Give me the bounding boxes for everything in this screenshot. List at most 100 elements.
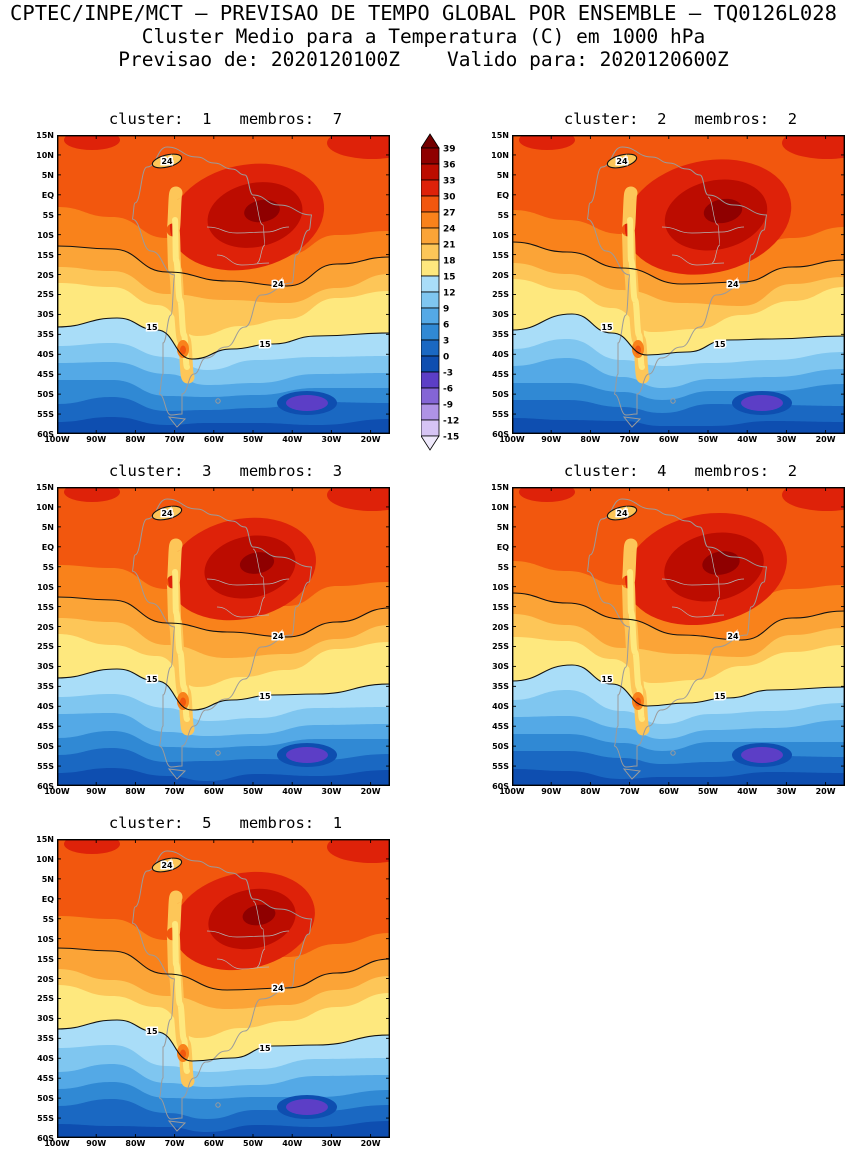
- contour-labels: 24 24 15 15: [145, 508, 286, 703]
- contour-label: 24: [727, 632, 739, 641]
- chart-validity-line: Previsao de: 2020120100Z Valido para: 20…: [118, 48, 729, 71]
- lon-tick-label: 60W: [203, 435, 224, 444]
- lon-tick-label: 100W: [44, 1139, 70, 1148]
- contour-15-line: [512, 664, 845, 707]
- lat-tick-label: EQ: [41, 894, 54, 904]
- lon-tick-label: 90W: [86, 1139, 107, 1148]
- lon-tick-label: 50W: [698, 787, 718, 796]
- panel-title: cluster: 5 membros: 1: [108, 814, 343, 832]
- lat-tick-label: 30S: [37, 310, 54, 320]
- coastline: [586, 498, 768, 780]
- lon-tick-label: 50W: [243, 1139, 263, 1148]
- contour-label: 15: [259, 1044, 271, 1053]
- lon-tick-label: 70W: [164, 787, 185, 796]
- colorbar-cell: [420, 275, 440, 293]
- lat-tick-label: 25S: [492, 642, 509, 652]
- panel-body: 15N 10N 5N EQ 5S 10S 15S 20S 25S 30S 35S 40S 45S 50S 5…: [485, 483, 847, 799]
- contour-24-closed: [151, 505, 183, 521]
- lat-tick-label: 5S: [42, 210, 54, 220]
- contour-label: 24: [161, 157, 173, 166]
- cluster-panel: cluster: 4 membros: 2 15N 10N 5N EQ 5S 10S 15S…: [485, 457, 847, 799]
- contour-15-line: [57, 1019, 390, 1062]
- labeled-contours: [512, 505, 845, 707]
- lon-tick-label: 30W: [776, 435, 797, 444]
- contour-label: 15: [259, 692, 271, 701]
- contour-label: 24: [161, 509, 173, 518]
- lat-tick-label: 10N: [36, 502, 54, 512]
- lon-tick-label: 80W: [125, 787, 146, 796]
- chart-title: CPTEC/INPE/MCT — PREVISAO DE TEMPO GLOBA…: [10, 1, 837, 25]
- map-box: 24 24 15 15 100W 90W 80W 70W 60W 50W 40W 30W 20W: [499, 487, 845, 799]
- lon-tick-label: 50W: [698, 435, 718, 444]
- temperature-map: 24 24 15 15: [57, 839, 390, 1138]
- lat-tick-label: 5N: [496, 170, 509, 180]
- contour-label: 15: [714, 340, 726, 349]
- colorbar-cell: [420, 339, 440, 357]
- lat-tick-label: 10N: [36, 150, 54, 160]
- lat-tick-label: 5N: [41, 874, 54, 884]
- colorbar-tick-label: 21: [443, 241, 456, 251]
- contour-label: 15: [146, 1027, 158, 1036]
- lat-tick-label: 10S: [37, 934, 54, 944]
- lat-tick-label: 20S: [492, 270, 509, 280]
- colorbar-cell: [420, 147, 440, 165]
- lon-tick-label: 90W: [541, 435, 562, 444]
- lat-tick-label: 15N: [491, 483, 509, 492]
- panel-title: cluster: 1 membros: 7: [108, 110, 343, 128]
- lat-tick-label: 20S: [37, 270, 54, 280]
- lat-tick-label: 55S: [37, 410, 54, 420]
- contour-label: 15: [714, 692, 726, 701]
- contour-label: 24: [272, 280, 284, 289]
- cluster-panel: cluster: 1 membros: 7 15N 10N 5N EQ 5S 10S 15S…: [30, 105, 394, 447]
- lon-tick-label: 100W: [44, 435, 70, 444]
- lat-tick-label: 40S: [37, 350, 54, 360]
- cluster-panel: cluster: 5 membros: 1 15N 10N 5N EQ 5S 10S 15S…: [30, 809, 394, 1151]
- contour-labels: 24 24 15 15: [600, 156, 741, 351]
- lat-tick-label: 5S: [497, 562, 509, 572]
- lon-tick-label: 30W: [321, 787, 342, 796]
- colorbar-cell: [420, 371, 440, 389]
- lat-tick-label: 25S: [37, 994, 54, 1004]
- colorbar-cell: [420, 227, 440, 245]
- lat-tick-label: 45S: [492, 370, 509, 380]
- lon-tick-label: 70W: [619, 435, 640, 444]
- contour-15-line: [57, 317, 390, 360]
- colorbar-tick-label: 15: [443, 273, 456, 283]
- lat-tick-label: 60S: [37, 782, 54, 791]
- lon-tick-label: 30W: [321, 1139, 342, 1148]
- lat-tick-label: 5N: [41, 170, 54, 180]
- contour-label: 15: [601, 675, 613, 684]
- map-frame: [512, 135, 845, 434]
- contour-label: 24: [616, 509, 628, 518]
- panel-title: cluster: 4 membros: 2: [563, 462, 798, 480]
- lat-tick-label: 10N: [491, 502, 509, 512]
- contour-labels: 24 24 15 15: [145, 860, 286, 1055]
- map-frame: [57, 135, 390, 434]
- lat-tick-label: 15N: [36, 131, 54, 140]
- lat-tick-label: 15N: [36, 483, 54, 492]
- lon-axis: 100W 90W 80W 70W 60W 50W 40W 30W 20W: [499, 786, 845, 799]
- lat-axis: 15N 10N 5N EQ 5S 10S 15S 20S 25S 30S 35S 40S 45S 50S 5…: [30, 483, 57, 791]
- contour-label: 15: [146, 675, 158, 684]
- lat-tick-label: 10S: [492, 230, 509, 240]
- temperature-field: [512, 487, 845, 786]
- colorbar-cell: [420, 211, 440, 229]
- colorbar-tick-label: 33: [443, 177, 456, 187]
- colorbar-cell: [420, 419, 440, 437]
- lon-tick-label: 30W: [321, 435, 342, 444]
- lon-axis: 100W 90W 80W 70W 60W 50W 40W 30W 20W: [44, 434, 390, 447]
- contour-24-line: [57, 245, 390, 287]
- lat-tick-label: 10N: [36, 854, 54, 864]
- contour-label: 15: [146, 323, 158, 332]
- panel-body: 15N 10N 5N EQ 5S 10S 15S 20S 25S 30S 35S 40S 45S 50S 5…: [30, 131, 394, 447]
- lon-tick-label: 100W: [499, 435, 525, 444]
- contour-labels: 24 24 15 15: [600, 508, 741, 703]
- lon-tick-label: 20W: [815, 787, 836, 796]
- lon-tick-label: 80W: [580, 787, 601, 796]
- contour-15-line: [512, 313, 845, 356]
- colorbar-tick-label: -9: [443, 401, 453, 411]
- contour-label: 15: [601, 323, 613, 332]
- colorbar-cell: [420, 387, 440, 405]
- lon-tick-label: 80W: [125, 1139, 146, 1148]
